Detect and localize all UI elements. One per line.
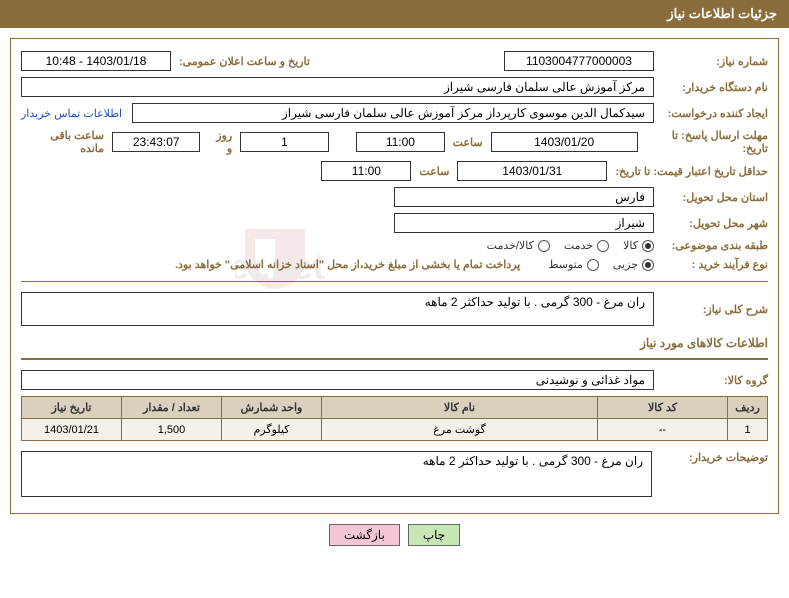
td-unit: کیلوگرم bbox=[222, 419, 322, 441]
row-deadline: مهلت ارسال پاسخ: تا تاریخ: 1403/01/20 سا… bbox=[21, 129, 768, 155]
min-validity-date: 1403/01/31 bbox=[457, 161, 607, 181]
buyer-org-label: نام دستگاه خریدار: bbox=[658, 81, 768, 94]
row-category: طبقه بندی موضوعی: کالا خدمت کالا/خدمت bbox=[21, 239, 768, 252]
days-remaining: 1 bbox=[240, 132, 328, 152]
buyer-notes-value: ران مرغ - 300 گرمی . با تولید حداکثر 2 م… bbox=[21, 451, 652, 497]
process-type-label: نوع فرآیند خرید : bbox=[658, 258, 768, 271]
remaining-label: ساعت باقی مانده bbox=[21, 129, 108, 155]
back-button[interactable]: بازگشت bbox=[329, 524, 400, 546]
th-date: تاریخ نیاز bbox=[22, 397, 122, 419]
table-header-row: ردیف کد کالا نام کالا واحد شمارش تعداد /… bbox=[22, 397, 768, 419]
row-buyer-notes: توضیحات خریدار: ران مرغ - 300 گرمی . با … bbox=[21, 451, 768, 497]
deadline-label: مهلت ارسال پاسخ: تا تاریخ: bbox=[642, 129, 768, 155]
radio-partial[interactable]: جزیی bbox=[613, 258, 654, 271]
radio-goods[interactable]: کالا bbox=[623, 239, 654, 252]
divider-thick bbox=[21, 358, 768, 360]
deadline-date: 1403/01/20 bbox=[491, 132, 638, 152]
category-radio-group: کالا خدمت کالا/خدمت bbox=[487, 239, 654, 252]
row-min-validity: حداقل تاریخ اعتبار قیمت: تا تاریخ: 1403/… bbox=[21, 161, 768, 181]
buyer-notes-label: توضیحات خریدار: bbox=[658, 451, 768, 464]
overall-desc-label: شرح کلی نیاز: bbox=[658, 303, 768, 316]
row-goods-group: گروه کالا: مواد غذائی و نوشیدنی bbox=[21, 370, 768, 390]
page-header: جزئیات اطلاعات نیاز bbox=[0, 0, 789, 28]
td-row: 1 bbox=[728, 419, 768, 441]
td-qty: 1,500 bbox=[122, 419, 222, 441]
th-name: نام کالا bbox=[322, 397, 598, 419]
buyer-contact-link[interactable]: اطلاعات تماس خریدار bbox=[21, 107, 128, 120]
min-validity-time: 11:00 bbox=[321, 161, 411, 181]
th-code: کد کالا bbox=[598, 397, 728, 419]
province-value: فارس bbox=[394, 187, 654, 207]
need-number-label: شماره نیاز: bbox=[658, 55, 768, 68]
radio-medium-label: متوسط bbox=[548, 258, 583, 271]
announce-label: تاریخ و ساعت اعلان عمومی: bbox=[175, 55, 314, 68]
announce-value: 1403/01/18 - 10:48 bbox=[21, 51, 171, 71]
goods-group-label: گروه کالا: bbox=[658, 374, 768, 387]
city-value: شیراز bbox=[394, 213, 654, 233]
radio-dot-icon bbox=[642, 259, 654, 271]
deadline-time: 11:00 bbox=[356, 132, 444, 152]
payment-note: پرداخت تمام یا بخشی از مبلغ خرید،از محل … bbox=[175, 258, 520, 271]
requester-value: سیدکمال الدین موسوی کارپرداز مرکز آموزش … bbox=[132, 103, 654, 123]
radio-goods-label: کالا bbox=[623, 239, 638, 252]
th-qty: تعداد / مقدار bbox=[122, 397, 222, 419]
radio-goods-service-label: کالا/خدمت bbox=[487, 239, 534, 252]
row-process-type: نوع فرآیند خرید : جزیی متوسط پرداخت تمام… bbox=[21, 258, 768, 271]
details-panel: AriaTender.net شماره نیاز: 1103004777000… bbox=[10, 38, 779, 514]
goods-info-header: اطلاعات کالاهای مورد نیاز bbox=[21, 336, 768, 350]
divider bbox=[21, 281, 768, 282]
time-label-2: ساعت bbox=[415, 165, 453, 178]
goods-group-value: مواد غذائی و نوشیدنی bbox=[21, 370, 654, 390]
td-name: گوشت مرغ bbox=[322, 419, 598, 441]
td-code: -- bbox=[598, 419, 728, 441]
radio-service[interactable]: خدمت bbox=[564, 239, 609, 252]
row-city: شهر محل تحویل: شیراز bbox=[21, 213, 768, 233]
need-number-value: 1103004777000003 bbox=[504, 51, 654, 71]
city-label: شهر محل تحویل: bbox=[658, 217, 768, 230]
buyer-org-value: مرکز آموزش عالی سلمان فارسی شیراز bbox=[21, 77, 654, 97]
process-radio-group: جزیی متوسط bbox=[548, 258, 654, 271]
row-need-number: شماره نیاز: 1103004777000003 تاریخ و ساع… bbox=[21, 51, 768, 71]
th-unit: واحد شمارش bbox=[222, 397, 322, 419]
td-date: 1403/01/21 bbox=[22, 419, 122, 441]
radio-dot-icon bbox=[597, 240, 609, 252]
province-label: استان محل تحویل: bbox=[658, 191, 768, 204]
radio-dot-icon bbox=[538, 240, 550, 252]
time-label-1: ساعت bbox=[449, 136, 487, 149]
radio-dot-icon bbox=[587, 259, 599, 271]
overall-desc-value: ران مرغ - 300 گرمی . با تولید حداکثر 2 م… bbox=[21, 292, 654, 326]
radio-medium[interactable]: متوسط bbox=[548, 258, 599, 271]
row-province: استان محل تحویل: فارس bbox=[21, 187, 768, 207]
min-validity-label: حداقل تاریخ اعتبار قیمت: تا تاریخ: bbox=[611, 165, 768, 178]
radio-partial-label: جزیی bbox=[613, 258, 638, 271]
radio-service-label: خدمت bbox=[564, 239, 593, 252]
row-requester: ایجاد کننده درخواست: سیدکمال الدین موسوی… bbox=[21, 103, 768, 123]
page-title: جزئیات اطلاعات نیاز bbox=[667, 6, 777, 21]
table-row: 1 -- گوشت مرغ کیلوگرم 1,500 1403/01/21 bbox=[22, 419, 768, 441]
th-row: ردیف bbox=[728, 397, 768, 419]
radio-dot-icon bbox=[642, 240, 654, 252]
print-button[interactable]: چاپ bbox=[408, 524, 460, 546]
category-label: طبقه بندی موضوعی: bbox=[658, 239, 768, 252]
row-buyer-org: نام دستگاه خریدار: مرکز آموزش عالی سلمان… bbox=[21, 77, 768, 97]
row-overall-desc: شرح کلی نیاز: ران مرغ - 300 گرمی . با تو… bbox=[21, 292, 768, 326]
radio-goods-service[interactable]: کالا/خدمت bbox=[487, 239, 550, 252]
time-remaining: 23:43:07 bbox=[112, 132, 200, 152]
requester-label: ایجاد کننده درخواست: bbox=[658, 107, 768, 120]
goods-table: ردیف کد کالا نام کالا واحد شمارش تعداد /… bbox=[21, 396, 768, 441]
button-row: چاپ بازگشت bbox=[0, 524, 789, 546]
days-and-label: روز و bbox=[204, 129, 236, 155]
